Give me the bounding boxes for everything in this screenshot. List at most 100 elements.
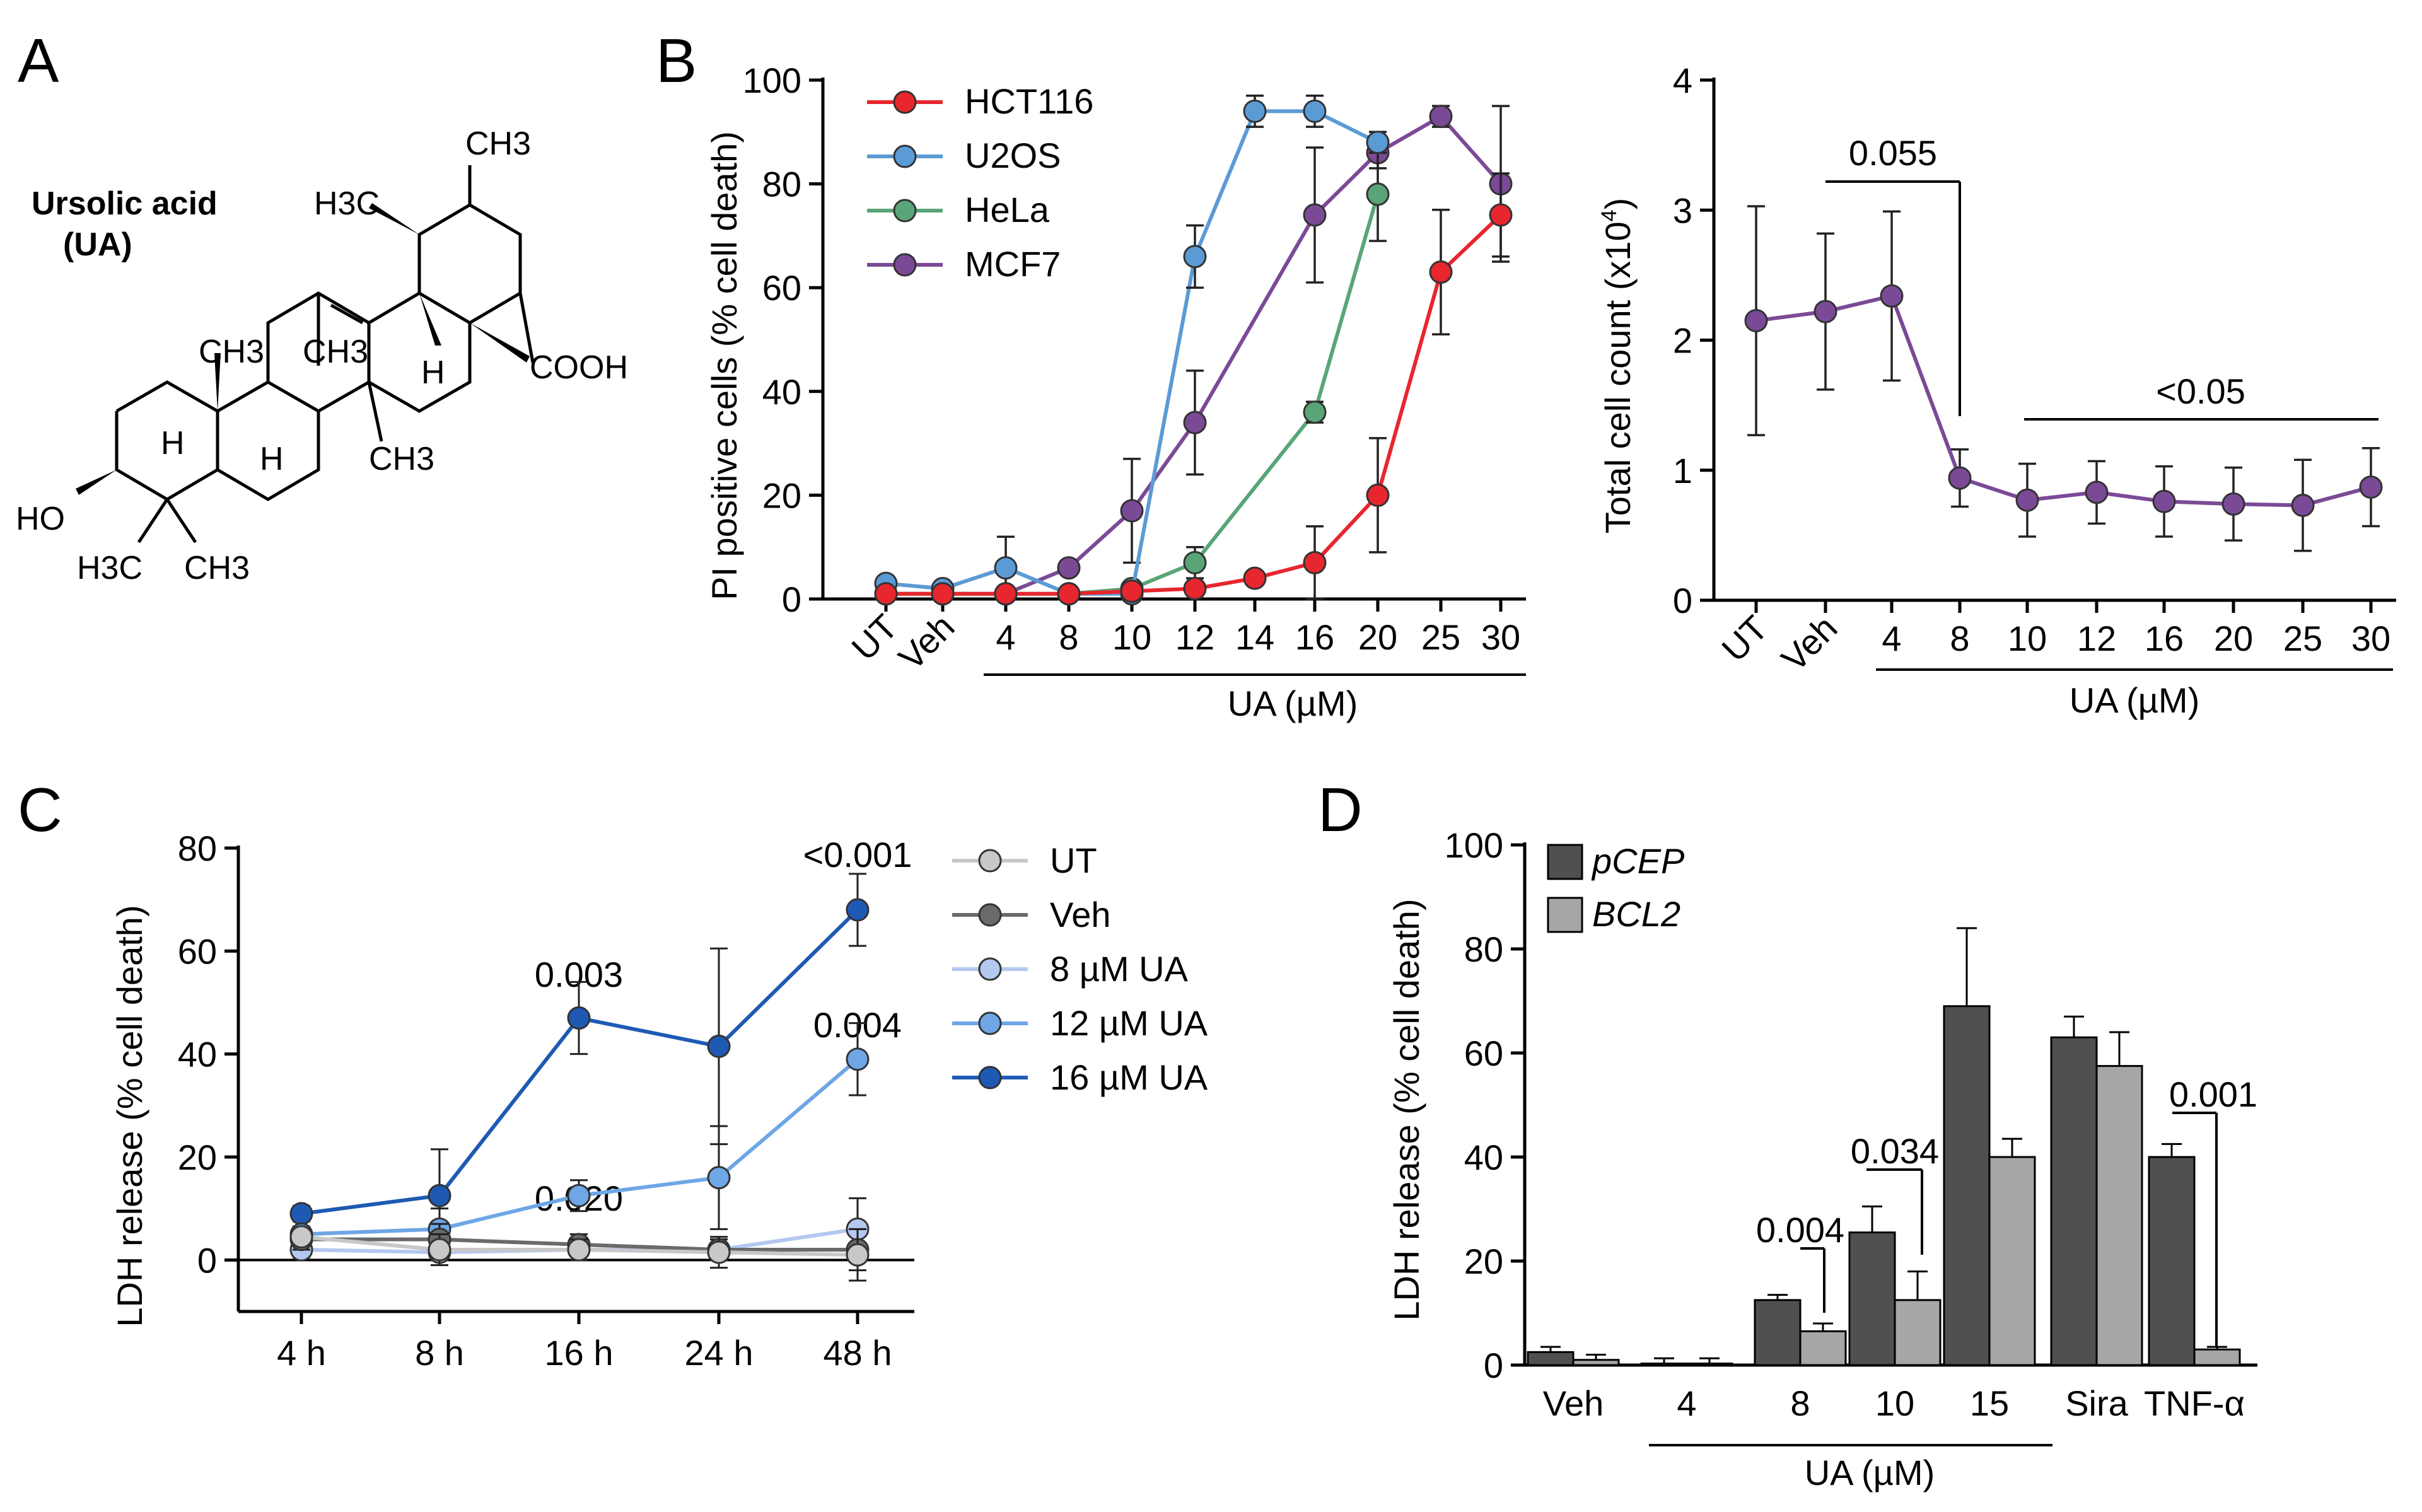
point-16-m-ua (567, 1006, 591, 1030)
chart-d-x-tick-label-8: 8 (1790, 1383, 1810, 1423)
bar-bcl2-sira (2095, 1065, 2143, 1366)
chart-b-left-x-tick-label-25: 25 (1421, 617, 1460, 657)
point-16-m-ua (428, 1183, 451, 1207)
chart-b-right-x-tick-label-veh: Veh (1774, 608, 1845, 679)
legend-label-hct116: HCT116 (965, 81, 1093, 121)
point-hct116 (1120, 579, 1144, 603)
chart-d-y-tick-label: 60 (1464, 1033, 1503, 1073)
chart-b-left: PI positive cells (% cell death) UA (µM)… (704, 61, 1526, 723)
chart-b-right-y-tick-label: 4 (1673, 61, 1692, 100)
label-ho: HO (16, 501, 65, 537)
chart-c-y-tick-label: 60 (178, 931, 217, 971)
chart-c-x-tick-label-24-h: 24 h (685, 1333, 754, 1373)
point-total-cell-count (1814, 299, 1837, 323)
label-h-ring: H (421, 354, 445, 391)
point-hct116 (994, 582, 1018, 606)
legend-label-8um: 8 µM UA (1050, 949, 1189, 989)
chart-b-left-y-tick-label: 20 (762, 475, 801, 515)
point-ut (846, 1243, 870, 1267)
point-16-m-ua (846, 898, 870, 922)
point-16-m-ua (289, 1202, 313, 1226)
point-hct116 (931, 582, 955, 606)
wedge-methyl-c10 (214, 353, 221, 411)
point-12-m-ua (567, 1183, 591, 1207)
legend-marker-mcf7 (893, 253, 917, 277)
chart-b-right-ylabel-end: ) (1598, 198, 1638, 210)
chart-d-y-tick-label: 20 (1464, 1242, 1503, 1281)
chart-b-left-y-tick-label: 80 (762, 165, 801, 204)
label-h-mid: H (260, 441, 284, 477)
point-hct116 (1366, 483, 1390, 507)
chart-d-y-tick-label: 0 (1484, 1346, 1503, 1385)
bar-bcl2-veh (1572, 1359, 1620, 1366)
chart-c-ylabel: LDH release (% cell death) (110, 905, 149, 1327)
chart-b-right-xlabel: UA (µM) (2070, 680, 2199, 720)
point-mcf7 (1057, 556, 1081, 580)
chart-b-right-x-tick-label-30: 30 (2351, 619, 2390, 658)
label-ch3-a: CH3 (199, 334, 264, 370)
chart-d-y-tick-label: 100 (1445, 825, 1503, 865)
point-total-cell-count (1880, 284, 1904, 308)
point-u2os (994, 556, 1018, 580)
chart-b-left-y-tick-label: 0 (782, 579, 801, 619)
wedge-cooh (470, 323, 530, 363)
point-hct116 (1429, 260, 1453, 284)
chart-b-right-ylabel-sup: 4 (1597, 209, 1621, 221)
label-ch3-bottom: CH3 (184, 550, 250, 586)
structure-title-2: (UA) (63, 226, 132, 263)
point-12-m-ua (707, 1166, 731, 1190)
label-h-left: H (161, 425, 185, 462)
bar-bcl2-10 (1894, 1299, 1942, 1366)
panel-letter-d: D (1318, 775, 1363, 844)
chart-b-left-legend: HCT116 U2OS HeLa MCF7 (867, 81, 1093, 284)
chart-b-right-x-tick-label-25: 25 (2283, 619, 2322, 658)
chart-d-x-tick-label-veh: Veh (1543, 1383, 1604, 1423)
chart-b-right-y-tick-label: 2 (1673, 321, 1692, 361)
point-hela (1183, 550, 1207, 574)
legend-label-pcep: pCEP (1591, 841, 1684, 881)
bar-pcep-15 (1943, 1005, 1991, 1366)
chart-b-left-ylabel: PI positive cells (% cell death) (704, 131, 744, 600)
legend-label-hela: HeLa (965, 190, 1050, 230)
point-ut (707, 1240, 731, 1264)
label-ch3-top: CH3 (465, 125, 531, 162)
chart-d-xlabel: UA (µM) (1805, 1453, 1935, 1492)
legend-marker-ut (978, 849, 1002, 873)
chart-b-right-ylabel: Total cell count (x104) (1597, 198, 1638, 534)
point-hct116 (1243, 566, 1267, 590)
legend-swatch-bcl2 (1547, 897, 1583, 933)
chart-b-left-y-tick-label: 40 (762, 372, 801, 412)
chart-d-x-tick-label-10: 10 (1875, 1383, 1914, 1423)
sig-p-0-055: 0.055 (1849, 133, 1937, 173)
bar-bcl2-4 (1686, 1363, 1733, 1366)
series-line-mcf7 (886, 113, 1503, 596)
point-16-m-ua (707, 1034, 731, 1058)
point-hela (1303, 400, 1327, 424)
chart-b-right-x-tick-label-ut: UT (1714, 608, 1775, 669)
point-ut (289, 1225, 313, 1249)
chart-b-right-x-tick-label-16: 16 (2145, 619, 2184, 658)
bar-pcep-tnf (2148, 1156, 2196, 1366)
chart-d-y-tick-label: 40 (1464, 1137, 1503, 1177)
point-total-cell-count (2085, 480, 2109, 504)
point-total-cell-count (1744, 309, 1768, 333)
chart-d-ylabel: LDH release (% cell death) (1387, 898, 1426, 1320)
chart-b-left-x-tick-label-4: 4 (996, 617, 1015, 657)
label-h3c-left: H3C (314, 185, 380, 222)
legend-marker-16um (978, 1066, 1002, 1090)
chart-d-x-tick-label-sira: Sira (2065, 1383, 2128, 1423)
panel-letter-c: C (18, 775, 62, 844)
point-mcf7 (1120, 499, 1144, 523)
chart-b-right: Total cell count (x104) UA (µM) 0.055 <0… (1597, 61, 2396, 720)
chart-b-left-y-tick-label: 100 (743, 61, 801, 100)
chart-c-x-tick-label-8-h: 8 h (415, 1333, 464, 1373)
chart-d-y-tick-label: 80 (1464, 929, 1503, 969)
structure-title-1: Ursolic acid (32, 185, 218, 222)
chart-b-left-x-tick-label-20: 20 (1358, 617, 1397, 657)
ursolic-acid-structure (115, 165, 535, 544)
chart-d-x-tick-label-15: 15 (1970, 1383, 2009, 1423)
legend-marker-hela (893, 199, 917, 223)
legend-label-u2os: U2OS (965, 136, 1061, 175)
point-hct116 (1489, 203, 1513, 227)
label-ch3-b: CH3 (303, 334, 368, 370)
